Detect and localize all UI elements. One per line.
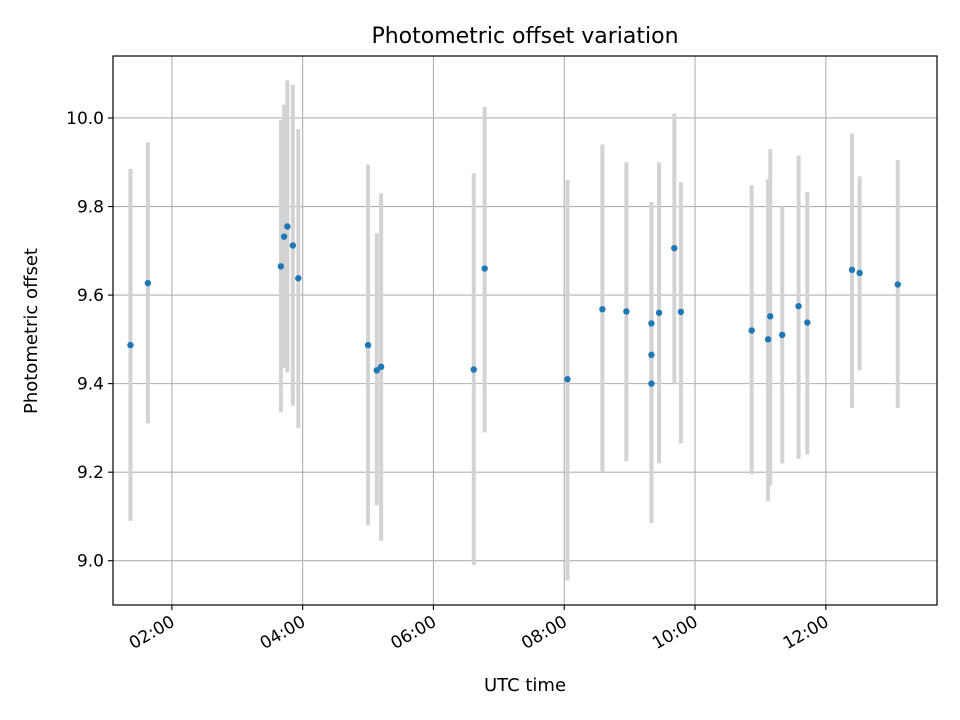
data-point: [648, 380, 655, 387]
data-point: [848, 266, 856, 274]
data-point: [127, 341, 134, 349]
data-point: [764, 336, 772, 343]
x-axis-ticks: 02:00 04:00 06:00 08:00 10:00 12:00: [126, 605, 832, 654]
data-point: [284, 223, 291, 230]
data-point: [779, 331, 786, 339]
data-point: [373, 367, 380, 374]
chart-title: Photometric offset variation: [371, 24, 678, 49]
data-point: [295, 275, 302, 282]
data-point: [377, 363, 385, 371]
data-point: [289, 242, 297, 249]
y-tick-label: 9.0: [77, 552, 104, 572]
x-axis-label: UTC time: [484, 675, 566, 696]
data-point: [677, 308, 685, 316]
data-point: [470, 366, 477, 373]
y-tick-label: 9.4: [77, 375, 104, 395]
y-tick-label: 9.6: [77, 286, 104, 306]
y-tick-label: 9.2: [77, 463, 104, 483]
data-point: [671, 244, 678, 252]
data-point: [564, 376, 571, 383]
data-point: [280, 233, 288, 240]
data-point: [599, 306, 606, 313]
data-point: [795, 302, 802, 310]
data-points: [127, 223, 901, 387]
data-point: [481, 265, 488, 272]
y-axis-ticks: 9.0 9.2 9.4 9.6 9.8 10.0: [66, 109, 113, 572]
data-point: [364, 341, 372, 349]
data-point: [804, 319, 811, 326]
data-point: [648, 320, 655, 327]
data-point: [655, 309, 663, 316]
data-point: [144, 279, 152, 287]
data-point: [894, 281, 901, 288]
data-point: [648, 351, 655, 359]
plot-frame: [112, 55, 938, 606]
y-axis-label: Photometric offset: [21, 248, 42, 414]
y-tick-label: 10.0: [66, 109, 104, 129]
y-tick-label: 9.8: [77, 198, 104, 218]
data-point: [277, 263, 285, 270]
data-point: [748, 327, 755, 334]
data-point: [623, 308, 630, 315]
data-point: [767, 313, 774, 320]
data-point: [856, 269, 863, 277]
